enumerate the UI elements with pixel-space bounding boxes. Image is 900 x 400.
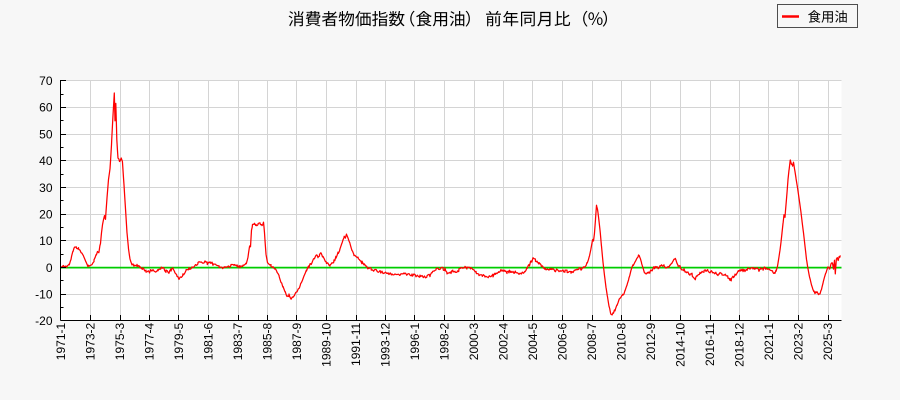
- svg-text:2012-9: 2012-9: [644, 322, 658, 360]
- svg-text:-10: -10: [35, 287, 53, 301]
- svg-text:20: 20: [39, 207, 53, 221]
- svg-text:1991-11: 1991-11: [349, 322, 363, 365]
- svg-text:2008-7: 2008-7: [585, 322, 599, 360]
- svg-text:1971-1: 1971-1: [54, 322, 68, 360]
- svg-text:1973-2: 1973-2: [84, 322, 98, 360]
- svg-text:1989-10: 1989-10: [320, 322, 334, 366]
- svg-text:1998-2: 1998-2: [438, 322, 452, 360]
- svg-text:2018-12: 2018-12: [733, 322, 747, 366]
- svg-text:1996-1: 1996-1: [408, 322, 422, 360]
- svg-text:60: 60: [39, 101, 53, 115]
- svg-text:2014-10: 2014-10: [674, 322, 688, 366]
- svg-text:2016-11: 2016-11: [703, 322, 717, 365]
- svg-text:1975-3: 1975-3: [113, 322, 127, 360]
- svg-text:2000-3: 2000-3: [467, 322, 481, 360]
- svg-text:2023-2: 2023-2: [792, 322, 806, 360]
- svg-text:1987-9: 1987-9: [290, 322, 304, 360]
- svg-text:1979-5: 1979-5: [172, 322, 186, 360]
- svg-text:70: 70: [39, 74, 53, 88]
- svg-text:2021-1: 2021-1: [762, 322, 776, 360]
- svg-text:2006-6: 2006-6: [556, 322, 570, 360]
- svg-text:1977-4: 1977-4: [143, 322, 157, 360]
- svg-text:2025-3: 2025-3: [821, 322, 835, 360]
- svg-text:2010-8: 2010-8: [615, 322, 629, 360]
- svg-text:40: 40: [39, 154, 53, 168]
- svg-text:30: 30: [39, 181, 53, 195]
- svg-text:50: 50: [39, 127, 53, 141]
- svg-text:1983-7: 1983-7: [231, 322, 245, 360]
- svg-text:2004-5: 2004-5: [526, 322, 540, 360]
- svg-text:10: 10: [39, 234, 53, 248]
- svg-text:1981-6: 1981-6: [202, 322, 216, 360]
- svg-text:0: 0: [46, 261, 53, 275]
- svg-text:1985-8: 1985-8: [261, 322, 275, 360]
- svg-text:-20: -20: [35, 314, 53, 328]
- svg-text:1993-12: 1993-12: [379, 322, 393, 366]
- svg-text:2002-4: 2002-4: [497, 322, 511, 360]
